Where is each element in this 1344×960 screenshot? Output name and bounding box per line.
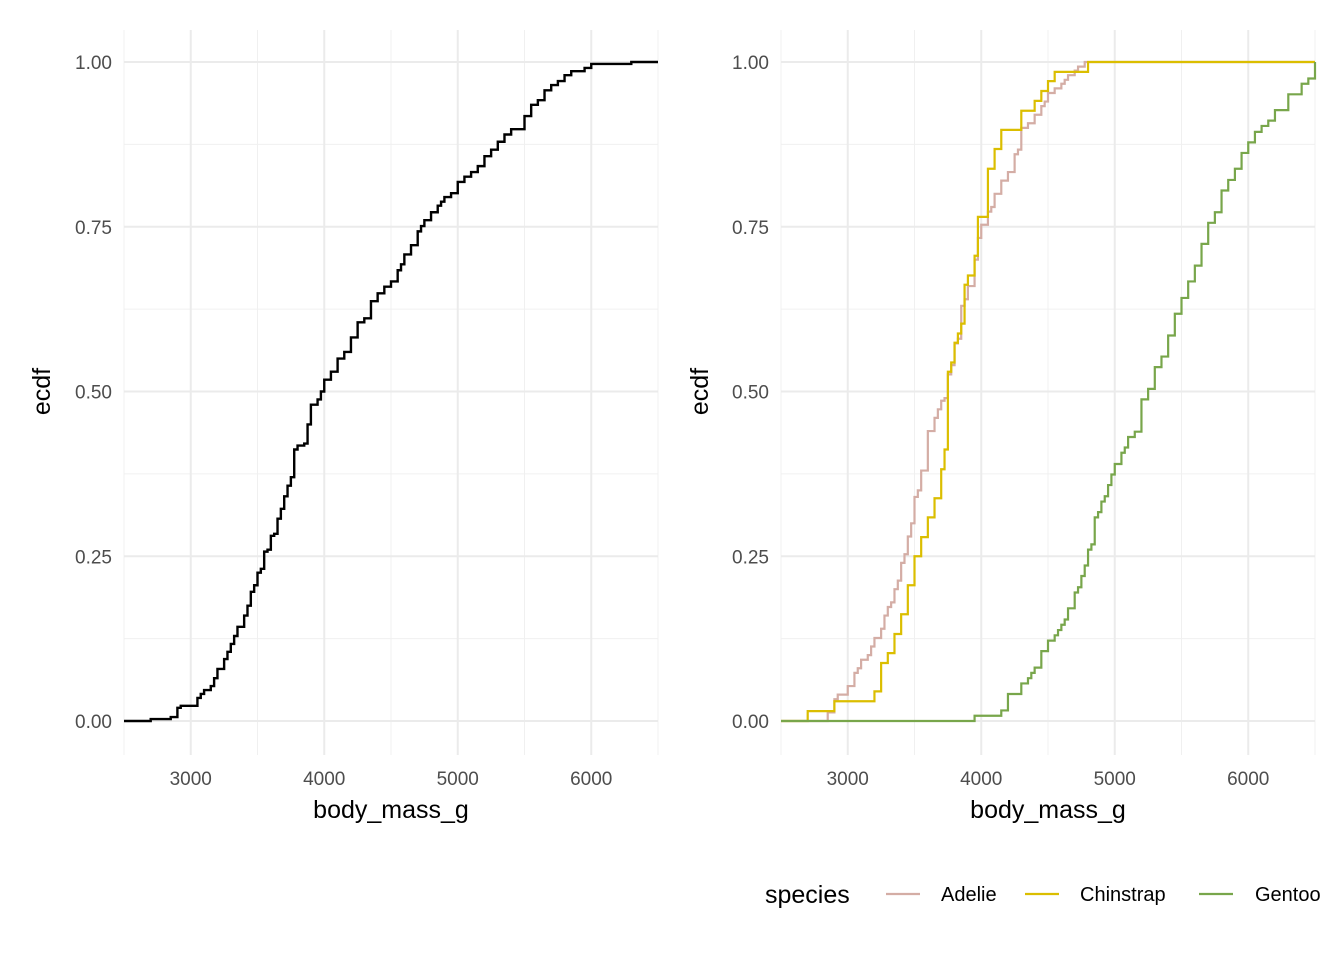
- y-tick-label: 0.25: [75, 547, 112, 568]
- ecdf-line-adelie: [781, 60, 1315, 723]
- y-tick-label: 1.00: [75, 53, 112, 74]
- y-tick-label: 1.00: [732, 53, 769, 74]
- legend-label-gentoo: Gentoo: [1255, 884, 1321, 906]
- y-tick-label: 0.75: [75, 218, 112, 239]
- x-tick-label: 6000: [570, 769, 612, 790]
- x-tick-label: 4000: [960, 769, 1002, 790]
- y-tick-label: 0.25: [732, 547, 769, 568]
- ecdf-line-gentoo: [781, 62, 1317, 723]
- legend-label-chinstrap: Chinstrap: [1080, 884, 1166, 906]
- x-axis-title: body_mass_g: [313, 796, 469, 824]
- species-legend: species Adelie Chinstrap Gentoo: [765, 881, 1321, 909]
- gridlines: [780, 30, 1316, 755]
- legend-label-adelie: Adelie: [941, 884, 997, 906]
- y-tick-label: 0.50: [75, 383, 112, 404]
- gridlines: [123, 30, 659, 755]
- x-tick-label: 4000: [303, 769, 345, 790]
- y-tick-label: 0.75: [732, 218, 769, 239]
- x-tick-label: 3000: [827, 769, 869, 790]
- y-tick-label: 0.00: [732, 712, 769, 733]
- ecdf-line-chinstrap: [781, 60, 1315, 723]
- y-tick-label: 0.50: [732, 383, 769, 404]
- x-tick-label: 6000: [1227, 769, 1269, 790]
- x-tick-label: 5000: [1094, 769, 1136, 790]
- y-tick-label: 0.00: [75, 712, 112, 733]
- left-panel-ecdf: 3000 4000 5000 6000 0.00 0.25 0.50 0.75 1.00 body…: [28, 30, 659, 824]
- ecdf-line-all: [124, 60, 658, 723]
- y-axis-title: ecdf: [686, 368, 714, 415]
- x-tick-label: 5000: [437, 769, 479, 790]
- x-axis-title: body_mass_g: [970, 796, 1126, 824]
- right-panel-ecdf-by-species: 3000 4000 5000 6000 0.00 0.25 0.50 0.75 1.00 body…: [686, 30, 1317, 824]
- legend-title: species: [765, 881, 850, 909]
- y-axis-title: ecdf: [28, 368, 56, 415]
- x-tick-label: 3000: [170, 769, 212, 790]
